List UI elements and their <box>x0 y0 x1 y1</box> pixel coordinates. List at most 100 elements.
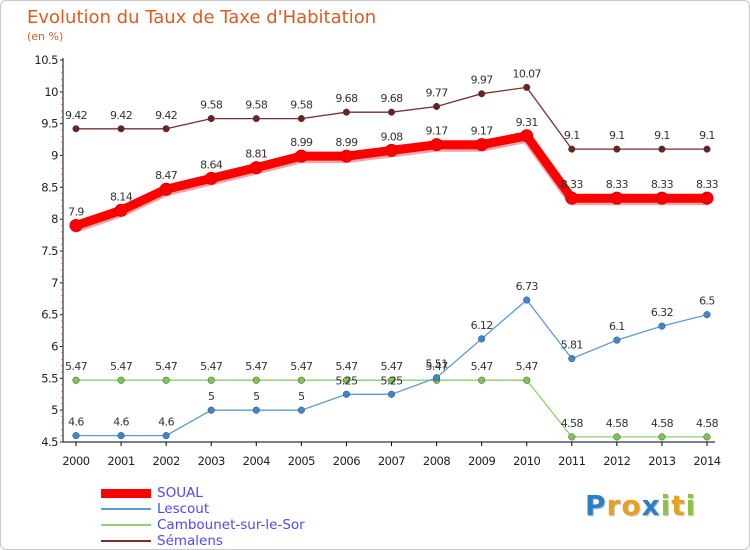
x-tick-label: 2003 <box>198 454 225 468</box>
y-tick-label: 9.5 <box>41 117 58 131</box>
data-label: 10.07 <box>512 67 541 80</box>
data-label: 5.47 <box>245 360 268 373</box>
data-point <box>72 125 80 133</box>
data-point <box>523 296 531 304</box>
y-tick-label: 5 <box>51 403 58 417</box>
legend-label: Sémalens <box>157 533 223 549</box>
x-tick-label: 2000 <box>62 454 89 468</box>
data-point <box>703 311 711 319</box>
data-point <box>162 376 170 384</box>
data-point <box>703 145 711 153</box>
legend: SOUAL Lescout Cambounet-sur-le-Sor Sémalens <box>101 485 305 549</box>
data-label: 9.31 <box>516 116 538 129</box>
x-tick-label: 2008 <box>423 454 450 468</box>
y-tick-label: 8.5 <box>41 180 58 194</box>
data-point <box>297 406 305 414</box>
data-label: 5.47 <box>290 360 313 373</box>
legend-swatch <box>101 524 151 526</box>
data-label: 5.47 <box>516 360 539 373</box>
legend-label: Lescout <box>157 501 210 517</box>
x-tick-label: 2002 <box>153 454 180 468</box>
y-tick-label: 10.5 <box>34 53 58 67</box>
data-label: 8.81 <box>245 148 267 161</box>
data-label: 9.1 <box>609 129 625 142</box>
brand-letter: P <box>585 489 607 522</box>
y-tick-label: 4.5 <box>41 435 58 449</box>
data-point <box>658 433 666 441</box>
data-label: 8.47 <box>155 169 178 182</box>
data-point <box>297 376 305 384</box>
data-label: 8.33 <box>651 178 674 191</box>
x-tick-label: 2005 <box>288 454 315 468</box>
data-point <box>613 336 621 344</box>
legend-item: Sémalens <box>101 533 305 549</box>
legend-item: SOUAL <box>101 485 305 501</box>
data-label: 9.58 <box>245 99 268 112</box>
data-point <box>475 138 489 152</box>
data-point <box>568 355 576 363</box>
x-tick-label: 2007 <box>378 454 405 468</box>
data-label: 9.1 <box>654 129 670 142</box>
x-tick-label: 2010 <box>513 454 540 468</box>
data-point <box>252 376 260 384</box>
data-label: 4.58 <box>561 417 584 430</box>
data-point <box>72 432 80 440</box>
data-label: 9.42 <box>110 109 132 122</box>
brand-letter: i <box>685 489 697 522</box>
data-label: 9.42 <box>65 109 87 122</box>
data-point <box>117 432 125 440</box>
data-point <box>342 390 350 398</box>
y-tick-label: 5.5 <box>41 371 58 385</box>
brand-letter: r <box>606 489 622 522</box>
data-point <box>342 376 350 384</box>
data-label: 8.99 <box>335 136 358 149</box>
data-label: 8.99 <box>290 136 313 149</box>
y-tick-label: 9 <box>51 149 58 163</box>
data-label: 5.25 <box>335 374 358 387</box>
data-point <box>478 376 486 384</box>
data-label: 8.33 <box>696 178 719 191</box>
data-point <box>658 145 666 153</box>
brand-letter: t <box>671 489 686 522</box>
legend-item: Cambounet-sur-le-Sor <box>101 517 305 533</box>
y-tick-label: 7.5 <box>41 244 58 258</box>
data-label: 8.33 <box>561 178 584 191</box>
data-label: 9.17 <box>426 125 449 138</box>
data-point <box>207 376 215 384</box>
data-label: 9.68 <box>380 92 403 105</box>
x-tick-label: 2009 <box>468 454 495 468</box>
y-tick-label: 6.5 <box>41 308 58 322</box>
data-point <box>387 376 396 384</box>
data-label: 9.77 <box>426 86 449 99</box>
data-point <box>613 433 621 441</box>
data-point <box>520 129 534 143</box>
brand-letter: i <box>660 489 672 522</box>
data-label: 6.32 <box>651 306 673 319</box>
data-label: 6.12 <box>471 319 493 332</box>
data-label: 5 <box>208 390 215 403</box>
data-label: 6.5 <box>699 295 715 308</box>
data-point <box>613 145 621 153</box>
chart-title: Evolution du Taux de Taxe d'Habitation <box>27 7 377 28</box>
data-point <box>117 125 125 133</box>
y-tick-label: 8 <box>51 212 58 226</box>
data-point <box>72 376 80 384</box>
data-point <box>204 171 218 185</box>
data-point <box>565 191 579 205</box>
x-tick-label: 2012 <box>603 454 630 468</box>
data-point <box>385 143 398 157</box>
brand-letter: x <box>641 489 661 522</box>
data-label: 5.47 <box>110 360 133 373</box>
data-label: 9.1 <box>564 129 580 142</box>
x-tick-label: 2006 <box>333 454 360 468</box>
data-label: 9.1 <box>699 129 715 142</box>
data-label: 9.68 <box>335 92 358 105</box>
data-label: 5.47 <box>335 360 358 373</box>
data-label: 6.1 <box>609 320 625 333</box>
data-point <box>342 108 350 116</box>
data-label: 9.58 <box>290 99 313 112</box>
data-point <box>433 102 441 111</box>
data-point <box>117 376 125 384</box>
